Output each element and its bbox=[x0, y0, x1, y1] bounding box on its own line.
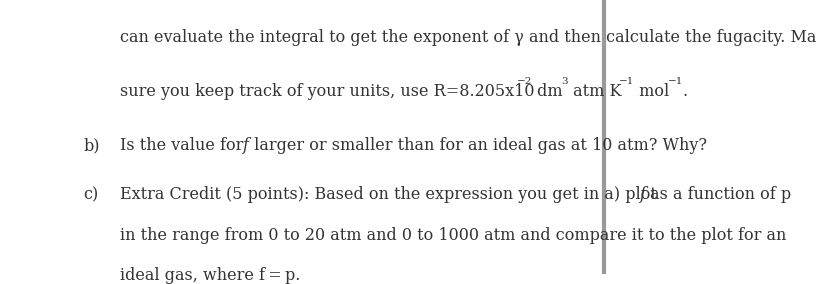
Text: b): b) bbox=[83, 137, 100, 154]
Text: Extra Credit (5 points): Based on the expression you get in a) plot: Extra Credit (5 points): Based on the ex… bbox=[120, 186, 662, 203]
Text: Is the value for: Is the value for bbox=[120, 137, 248, 154]
Text: dm: dm bbox=[532, 83, 563, 100]
Text: −1: −1 bbox=[667, 77, 683, 86]
Text: mol: mol bbox=[634, 83, 669, 100]
Text: in the range from 0 to 20 atm and 0 to 1000 atm and compare it to the plot for a: in the range from 0 to 20 atm and 0 to 1… bbox=[120, 227, 786, 244]
Text: can evaluate the integral to get the exponent of γ and then calculate the fugaci: can evaluate the integral to get the exp… bbox=[120, 29, 816, 46]
Text: −1: −1 bbox=[619, 77, 635, 86]
Text: f: f bbox=[640, 186, 645, 203]
Text: atm K: atm K bbox=[568, 83, 621, 100]
Text: .: . bbox=[682, 83, 688, 100]
Text: c): c) bbox=[83, 186, 99, 203]
Text: −2: −2 bbox=[517, 77, 533, 86]
Text: ideal gas, where f = p.: ideal gas, where f = p. bbox=[120, 267, 300, 284]
Text: sure you keep track of your units, use R=8.205x10: sure you keep track of your units, use R… bbox=[120, 83, 534, 100]
Text: f: f bbox=[243, 137, 249, 154]
Text: as a function of p: as a function of p bbox=[645, 186, 792, 203]
Text: 3: 3 bbox=[561, 77, 568, 86]
Text: larger or smaller than for an ideal gas at 10 atm? Why?: larger or smaller than for an ideal gas … bbox=[249, 137, 707, 154]
